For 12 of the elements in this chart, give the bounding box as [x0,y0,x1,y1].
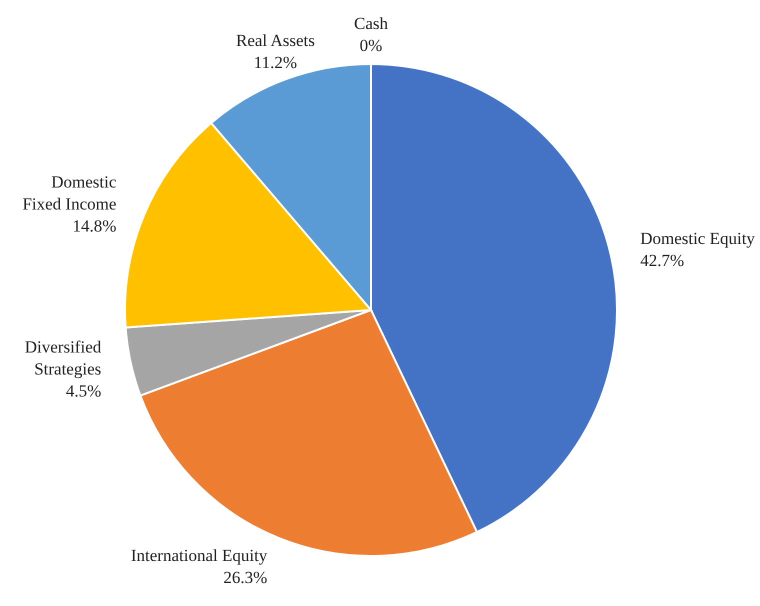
data-label: 4.5% [66,381,102,400]
slice-label: Domestic Equity [640,229,756,248]
category-label: Cash [354,14,388,33]
data-label: 26.3% [223,568,268,587]
slice-label: Domestic Fixed Income [22,172,117,214]
slice-label: Real Assets [236,31,315,50]
data-label: 11.2% [254,53,298,72]
data-label: 14.8% [72,216,116,236]
slice-label: International Equity [130,546,268,565]
slice-label: Diversified Strategies [24,337,102,378]
text: 0% [360,36,382,55]
data-label: 42.7% [640,251,684,270]
